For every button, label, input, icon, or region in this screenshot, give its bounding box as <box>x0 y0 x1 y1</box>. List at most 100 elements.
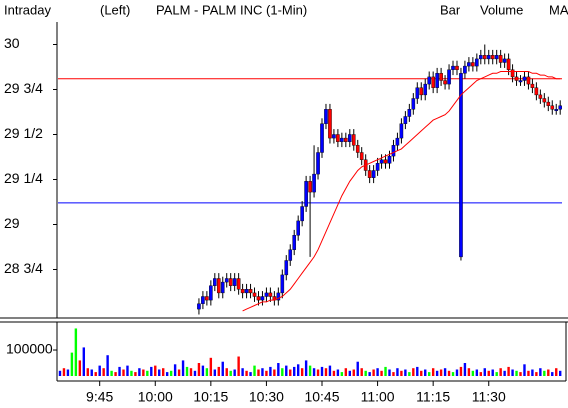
volume-bar <box>495 372 498 376</box>
volume-bar <box>400 370 403 376</box>
volume-bar <box>352 369 355 376</box>
candle-body <box>209 285 213 301</box>
volume-bar <box>435 370 439 376</box>
candle-body <box>538 94 543 99</box>
candle-body <box>534 87 539 96</box>
volume-bar <box>185 366 189 376</box>
candle-body <box>490 55 495 60</box>
volume-bar <box>360 368 363 376</box>
volume-bar <box>181 360 185 376</box>
candle-body <box>312 173 316 193</box>
candle-body <box>451 65 455 70</box>
volume-bar <box>416 366 419 376</box>
candle-body <box>351 134 356 146</box>
candle-body <box>264 292 269 297</box>
candle-body <box>256 296 261 301</box>
x-tick-label: 10:15 <box>193 389 228 405</box>
candle-body <box>344 137 348 142</box>
y-tick-label: 30 <box>4 35 20 51</box>
candle-body <box>387 155 392 164</box>
candle-body <box>284 260 289 276</box>
volume-bar <box>86 368 89 376</box>
volume-bar <box>467 368 471 376</box>
candle-body <box>439 73 443 81</box>
volume-bar <box>62 368 66 376</box>
volume-bar <box>154 365 157 376</box>
volume-bar <box>447 370 451 376</box>
candle-body <box>423 83 428 96</box>
volume-bar <box>300 368 304 376</box>
volume-bar <box>225 368 228 376</box>
candle-body <box>375 163 380 171</box>
volume-bar <box>122 369 125 376</box>
candle-body <box>522 76 527 81</box>
candle-body <box>236 278 241 290</box>
candle-body <box>415 87 420 99</box>
candle-body <box>550 105 555 110</box>
candle-body <box>498 55 503 63</box>
volume-bar <box>515 370 518 376</box>
x-tick-label: 10:00 <box>138 389 173 405</box>
candle-body <box>391 145 396 157</box>
candle-body <box>427 76 431 85</box>
volume-bar <box>134 372 137 376</box>
volume-bar <box>308 365 312 376</box>
candle-body <box>320 123 324 153</box>
volume-bar <box>344 368 348 376</box>
candle-body <box>300 206 304 222</box>
candle-body <box>355 145 360 153</box>
volume-bar <box>296 364 300 376</box>
candle-body <box>232 278 237 286</box>
volume-bar <box>431 368 435 376</box>
candle-body <box>475 58 479 67</box>
candle-body <box>403 116 408 124</box>
candle-body <box>308 181 312 193</box>
volume-bar <box>412 368 415 376</box>
volume-bar <box>193 370 197 376</box>
candle-body <box>486 55 491 60</box>
x-tick-label: 10:30 <box>249 389 284 405</box>
candle-body <box>276 292 281 301</box>
volume-bar <box>229 370 232 376</box>
candle-body <box>224 278 229 283</box>
volume-bar <box>384 366 387 376</box>
volume-bar <box>404 369 407 376</box>
volume-bar <box>98 365 101 376</box>
volume-bar <box>213 369 217 376</box>
volume-bar <box>547 369 550 376</box>
x-tick-label: 11:30 <box>472 389 506 405</box>
volume-bar <box>427 372 431 376</box>
y-tick-label: 29 1/2 <box>4 125 43 141</box>
volume-bar <box>439 369 443 376</box>
volume-bar <box>443 368 447 376</box>
candle-body <box>482 55 487 60</box>
volume-bar <box>487 370 490 376</box>
volume-bar <box>118 366 121 376</box>
volume-bar <box>162 368 165 376</box>
volume-bar <box>539 368 542 376</box>
chart-title: PALM - PALM INC (1-Min) <box>156 2 307 17</box>
candle-body <box>367 170 372 178</box>
legend-bar: Bar <box>440 2 461 17</box>
candle-body <box>447 69 451 85</box>
volume-bar <box>150 366 153 376</box>
candle-body <box>463 65 467 74</box>
volume-bar <box>356 361 359 376</box>
volume-bar <box>146 370 149 376</box>
chart-label: Intraday <box>4 2 51 17</box>
candle-body <box>340 137 344 142</box>
volume-bar <box>94 372 97 376</box>
candle-body <box>443 80 447 85</box>
volume-bar <box>221 361 224 376</box>
volume-bar <box>237 356 240 376</box>
volume-bar <box>304 360 308 376</box>
volume-bar <box>551 372 554 376</box>
candle-body <box>379 159 384 164</box>
candle-body <box>332 134 336 139</box>
candle-body <box>510 69 515 78</box>
volume-bar <box>503 370 506 376</box>
volume-bar <box>348 370 351 376</box>
volume-bar <box>519 372 522 376</box>
candle-body <box>530 83 535 88</box>
volume-bar <box>257 369 260 376</box>
